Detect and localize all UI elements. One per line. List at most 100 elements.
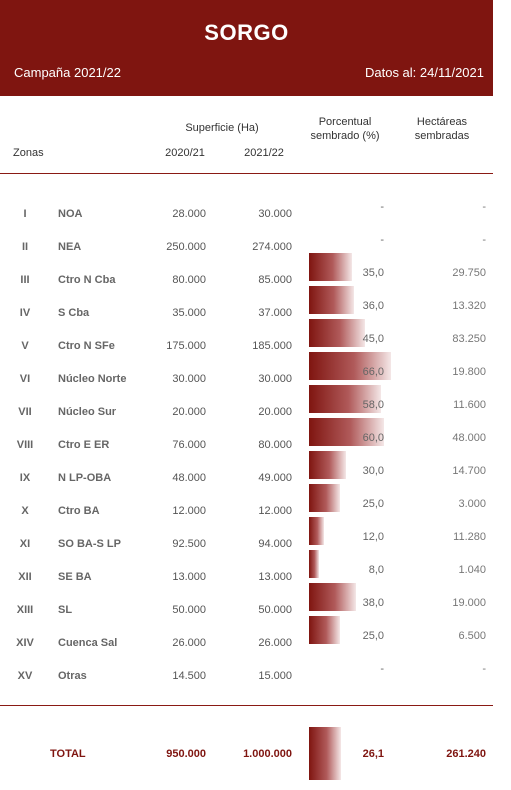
zone-name: Ctro BA [58, 505, 100, 517]
zone-name: NEA [58, 241, 82, 253]
pct-bar [309, 319, 365, 347]
pct-bar [309, 418, 384, 446]
superficie-2021: 49.000 [258, 472, 292, 484]
zone-number: X [21, 505, 29, 517]
zone-number: IX [19, 472, 31, 484]
zone-number: VI [19, 373, 31, 385]
col-header-zonas: Zonas [13, 147, 44, 159]
pct-value: 35,0 [362, 267, 384, 279]
zone-name: Ctro N Cba [58, 274, 116, 286]
report-title: SORGO [204, 20, 289, 45]
hectareas-value: 29.750 [452, 267, 486, 279]
hectareas-value: 83.250 [452, 333, 486, 345]
pct-value: 45,0 [362, 333, 384, 345]
superficie-2021: 85.000 [258, 274, 292, 286]
superficie-2021: 80.000 [258, 439, 292, 451]
superficie-2020: 250.000 [166, 241, 206, 253]
superficie-2020: 50.000 [172, 604, 206, 616]
superficie-2021: 30.000 [258, 208, 292, 220]
zone-name: Núcleo Norte [58, 373, 127, 385]
total-label: TOTAL [50, 748, 86, 760]
hectareas-value: 19.800 [452, 366, 486, 378]
zone-name: NOA [58, 208, 83, 220]
report-header: SORGO Campaña 2021/22 Datos al: 24/11/20… [0, 0, 493, 96]
total-pct: 26,1 [362, 748, 384, 760]
zone-number: III [20, 274, 30, 286]
col-header-2021: 2021/22 [244, 147, 284, 159]
hectareas-value: 11.280 [453, 531, 486, 543]
hectareas-value: 48.000 [452, 432, 486, 444]
zone-name: N LP-OBA [58, 472, 112, 484]
zone-name: S Cba [58, 307, 90, 319]
zone-name: Cuenca Sal [58, 637, 118, 649]
pct-value: 60,0 [362, 432, 384, 444]
superficie-2020: 92.500 [172, 538, 206, 550]
superficie-2020: 13.000 [172, 571, 206, 583]
superficie-2021: 12.000 [258, 505, 292, 517]
superficie-2020: 14.500 [172, 670, 206, 682]
pct-value: - [380, 234, 384, 246]
col-header-2020: 2020/21 [165, 147, 205, 159]
zone-number: XIII [16, 604, 34, 616]
pct-value: 38,0 [362, 597, 384, 609]
superficie-2021: 13.000 [258, 571, 292, 583]
total-divider [0, 705, 493, 706]
zone-name: Ctro N SFe [58, 340, 115, 352]
superficie-2020: 26.000 [172, 637, 206, 649]
total-hectareas: 261.240 [446, 748, 486, 760]
pct-bar [309, 352, 391, 380]
pct-bar [309, 616, 340, 644]
zone-number: VII [18, 406, 32, 418]
pct-value: 25,0 [362, 630, 384, 642]
zone-name: Núcleo Sur [58, 406, 117, 418]
data-date-label: Datos al: 24/11/2021 [364, 65, 484, 80]
zone-number: XII [18, 571, 32, 583]
superficie-2021: 50.000 [258, 604, 292, 616]
hectareas-value: 13.320 [452, 300, 486, 312]
zone-number: I [23, 208, 27, 220]
hectareas-value: - [482, 234, 486, 246]
superficie-2020: 30.000 [172, 373, 206, 385]
pct-value: 66,0 [362, 366, 384, 378]
col-header-hectareas: Hectáreas sembradas [414, 116, 470, 142]
pct-bar [309, 286, 354, 314]
zone-number: V [21, 340, 29, 352]
pct-bar [309, 253, 352, 281]
superficie-2021: 94.000 [258, 538, 292, 550]
pct-bar [309, 451, 346, 479]
pct-value: 12,0 [362, 531, 384, 543]
superficie-2020: 80.000 [172, 274, 206, 286]
pct-value: - [380, 201, 384, 213]
zone-number: II [21, 241, 29, 253]
zone-name: Ctro E ER [58, 439, 110, 451]
pct-bar [309, 484, 340, 512]
total-2021: 1.000.000 [243, 748, 292, 760]
superficie-2021: 274.000 [252, 241, 292, 253]
pct-value: 8,0 [368, 564, 384, 576]
zone-name: SE BA [58, 571, 92, 583]
hectareas-value: 11.600 [453, 399, 486, 411]
superficie-2021: 185.000 [252, 340, 292, 352]
zone-number: XIV [16, 637, 34, 649]
hectareas-value: 6.500 [458, 630, 486, 642]
zone-number: XV [17, 670, 33, 682]
zone-name: Otras [58, 670, 87, 682]
hectareas-value: - [482, 663, 486, 675]
hectareas-value: 14.700 [452, 465, 486, 477]
hectareas-value: 1.040 [458, 564, 486, 576]
col-header-porcentual: Porcentual sembrado (%) [310, 116, 380, 142]
hectareas-value: 19.000 [452, 597, 486, 609]
superficie-2020: 35.000 [172, 307, 206, 319]
superficie-2021: 37.000 [258, 307, 292, 319]
superficie-2020: 28.000 [172, 208, 206, 220]
total-2020: 950.000 [166, 748, 206, 760]
total-pct-bar [309, 727, 341, 780]
pct-value: 25,0 [362, 498, 384, 510]
superficie-2021: 30.000 [258, 373, 292, 385]
superficie-2021: 26.000 [258, 637, 292, 649]
col-header-superficie: Superficie (Ha) [185, 122, 259, 134]
hectareas-value: - [482, 201, 486, 213]
zone-name: SL [58, 604, 73, 616]
pct-value: 36,0 [362, 300, 384, 312]
pct-value: 30,0 [362, 465, 384, 477]
